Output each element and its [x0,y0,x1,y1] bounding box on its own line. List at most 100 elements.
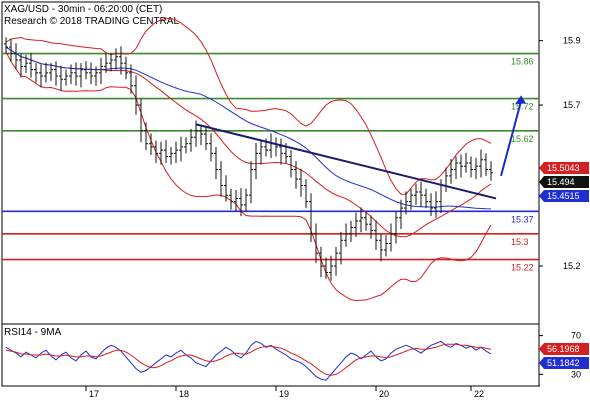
moving-average [5,46,492,210]
candle-58 [294,161,298,189]
candle-97 [489,161,493,181]
candle-75 [379,233,383,262]
price-tag-0-label: 15.5043 [547,163,580,173]
candle-28 [144,122,148,151]
candle-6 [34,63,38,83]
candle-89 [449,159,453,184]
rsi-tag-1: 51.1842 [539,356,589,369]
candle-62 [314,223,318,263]
candle-40 [204,125,208,151]
candle-67 [339,231,343,265]
candle-7 [39,64,43,88]
candle-76 [384,235,388,257]
candle-32 [164,139,168,163]
candle-19 [99,58,103,85]
level-label-1: 15.72 [511,102,534,112]
price-tag-1: 15.494 [539,176,589,189]
price-tag-0-box [539,162,589,175]
candle-92 [464,152,468,173]
candle-8 [44,62,48,83]
candle-31 [159,141,163,165]
candle-2 [14,43,18,70]
candle-78 [394,211,398,244]
candle-54 [274,137,278,157]
candle-21 [109,53,113,72]
rsi-panel-title: RSI14 - 9MA [4,327,62,338]
moving-average-line [5,46,492,210]
candle-82 [414,183,418,205]
candle-96 [484,153,488,176]
candle-20 [104,52,108,73]
axis-ticks: 15.2 15.7 15.9 70 30 [539,36,581,379]
candle-17 [89,62,93,85]
candle-55 [279,138,283,165]
candle-51 [259,140,263,165]
candle-15 [79,63,83,88]
time-axis: 17 18 19 20 22 [85,386,484,399]
candlesticks [4,37,493,281]
candle-41 [209,133,213,162]
candle-39 [199,124,203,146]
candle-18 [94,66,98,86]
candle-44 [224,175,228,202]
candle-30 [154,140,158,163]
price-tag-0: 15.5043 [539,162,589,175]
candle-46 [234,190,238,212]
candle-26 [134,75,138,115]
candle-77 [389,223,393,252]
price-tag-2: 15.4515 [539,190,589,203]
candle-25 [129,64,133,94]
rsi-series-0 [5,340,492,381]
candle-85 [429,193,433,217]
rsi-tag-1-label: 51.1842 [547,358,580,368]
candle-90 [454,156,458,180]
bollinger-bands [5,17,492,302]
candle-83 [419,181,423,207]
candle-69 [349,220,353,242]
candle-74 [374,220,378,250]
candle-49 [249,161,253,204]
candle-43 [219,161,223,197]
candle-80 [404,191,408,215]
level-label-5: 15.22 [511,263,534,273]
candle-42 [214,146,218,180]
candle-10 [54,61,58,86]
chart-header-copyright: Research © 2018 TRADING CENTRAL [4,16,179,27]
candle-11 [59,65,63,91]
candle-63 [319,246,323,278]
price-tag-1-label: 15.494 [547,177,575,187]
candle-57 [289,150,293,178]
candle-13 [69,64,73,85]
candle-35 [179,136,183,162]
time-tick-label-4: 22 [474,389,484,399]
candle-93 [469,156,473,178]
candle-59 [299,168,303,197]
candle-16 [84,61,88,80]
candle-23 [119,46,123,75]
candle-71 [359,207,363,233]
candle-84 [424,188,428,209]
level-label-2: 15.62 [511,134,534,144]
candle-72 [364,211,368,231]
candle-73 [369,215,373,239]
trendline-layer [195,95,526,200]
candle-24 [124,56,128,80]
candle-29 [149,133,153,155]
candle-45 [229,188,233,210]
time-tick-label-0: 17 [89,389,99,399]
candle-53 [269,133,273,159]
candle-22 [114,48,118,70]
rsi-tag-1-box [539,356,589,369]
time-tick-label-1: 18 [179,389,189,399]
rsi-tag-0: 56.1968 [539,342,589,355]
candle-68 [344,223,348,247]
target-arrow-shaft [500,101,522,177]
candle-95 [479,149,483,178]
price-tick-label-0: 15.2 [563,261,581,271]
candle-12 [64,69,68,86]
candle-60 [304,179,308,209]
rsi-series-1 [5,343,492,376]
price-tags: 15.5043 15.494 15.4515 56.1968 51.1842 [539,162,589,369]
target-arrow-head [515,95,526,105]
price-tick-label-1: 15.7 [563,100,581,110]
